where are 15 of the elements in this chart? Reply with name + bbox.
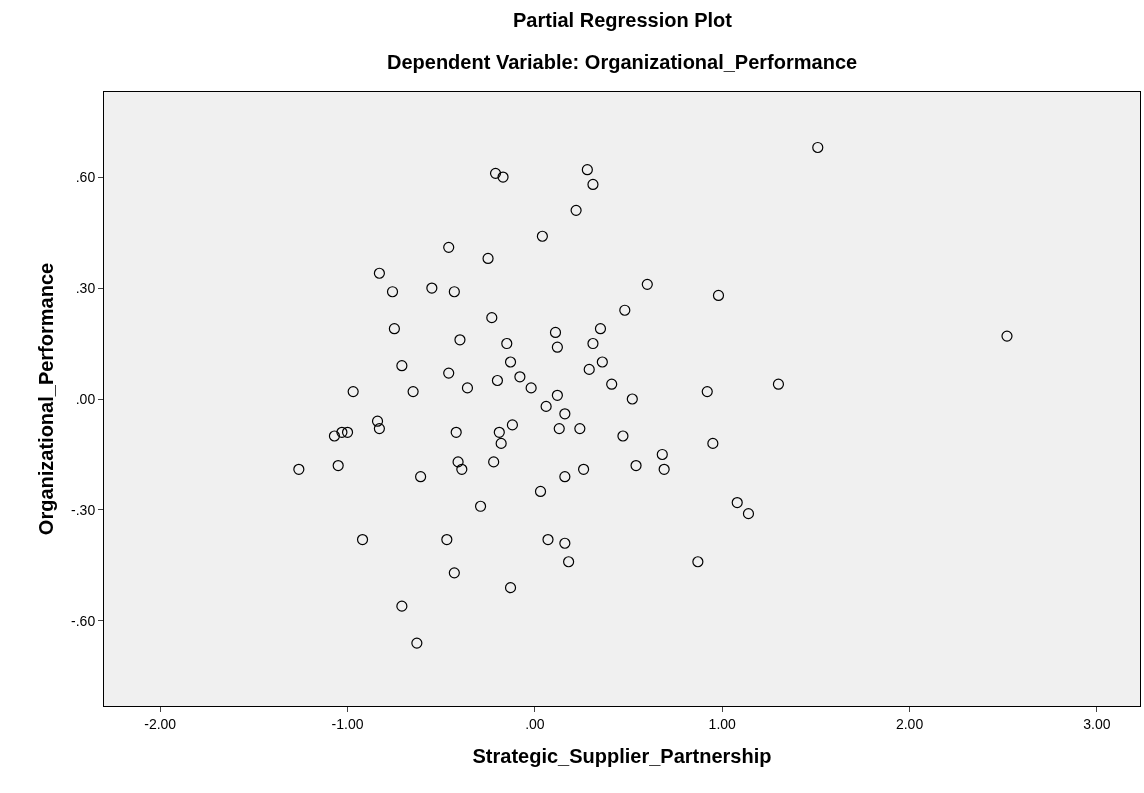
x-tick-label: -2.00 (144, 715, 177, 732)
y-axis-title: Organizational_Performance (34, 262, 57, 536)
x-tick-label: .00 (525, 715, 545, 732)
y-tick-label: .30 (75, 279, 96, 296)
y-tick-label: .60 (75, 168, 96, 185)
x-tick-label: -1.00 (331, 715, 364, 732)
y-tick-label: .00 (75, 390, 96, 407)
x-axis-title: Strategic_Supplier_Partnership (472, 745, 772, 768)
x-tick-label: 2.00 (895, 715, 924, 732)
chart-title: Partial Regression Plot (513, 9, 733, 31)
y-tick-label: -.60 (71, 612, 96, 629)
y-tick-label: -.30 (71, 501, 96, 518)
chart-subtitle: Dependent Variable: Organizational_Performance (387, 51, 858, 73)
x-tick-label: 3.00 (1083, 715, 1111, 732)
x-tick-label: 1.00 (708, 715, 737, 732)
